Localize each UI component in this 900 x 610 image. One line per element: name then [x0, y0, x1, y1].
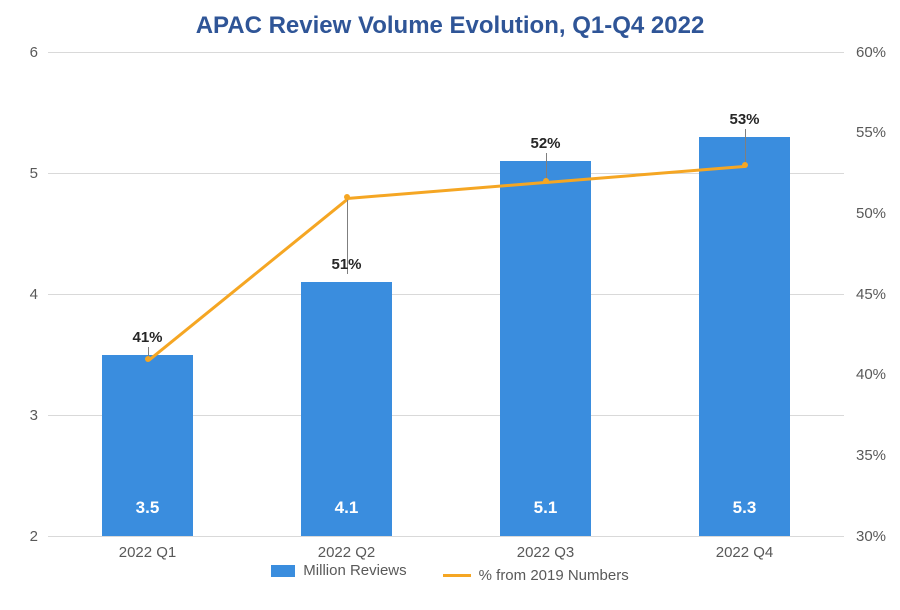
- legend-swatch-line-icon: [443, 574, 471, 577]
- bar-value-label: 4.1: [301, 498, 393, 518]
- legend-item-line: % from 2019 Numbers: [443, 567, 629, 584]
- bar-value-label: 5.1: [500, 498, 592, 518]
- line-value-label: 51%: [331, 256, 361, 273]
- y-right-tick-label: 35%: [856, 447, 886, 464]
- legend-swatch-bar-icon: [271, 565, 295, 577]
- legend-label: Million Reviews: [303, 562, 406, 579]
- legend-label: % from 2019 Numbers: [479, 567, 629, 584]
- y-right-tick-label: 55%: [856, 124, 886, 141]
- y-right-tick-label: 40%: [856, 366, 886, 383]
- y-right-tick-label: 60%: [856, 44, 886, 61]
- chart-title: APAC Review Volume Evolution, Q1-Q4 2022: [0, 12, 900, 40]
- line-value-label: 52%: [530, 135, 560, 152]
- y-left-tick-label: 3: [2, 407, 38, 424]
- x-tick-label: 2022 Q4: [716, 544, 774, 561]
- y-left-tick-label: 4: [2, 286, 38, 303]
- line-value-label: 53%: [729, 111, 759, 128]
- line-marker: [543, 178, 549, 184]
- bar: 4.1: [301, 282, 393, 536]
- bar: 5.1: [500, 161, 592, 536]
- grid-line: [48, 52, 844, 53]
- chart-legend: Million Reviews % from 2019 Numbers: [0, 562, 900, 584]
- y-right-tick-label: 50%: [856, 205, 886, 222]
- legend-item-bars: Million Reviews: [271, 562, 406, 579]
- line-marker: [145, 356, 151, 362]
- y-left-tick-label: 6: [2, 44, 38, 61]
- x-tick-label: 2022 Q1: [119, 544, 177, 561]
- y-right-tick-label: 45%: [856, 286, 886, 303]
- bar-value-label: 5.3: [699, 498, 791, 518]
- x-tick-label: 2022 Q3: [517, 544, 575, 561]
- line-marker: [344, 194, 350, 200]
- line-label-leader: [546, 153, 547, 181]
- bar: 5.3: [699, 137, 791, 536]
- chart-plot-area: 2345630%35%40%45%50%55%60%3.54.15.15.320…: [48, 52, 844, 536]
- chart-container: APAC Review Volume Evolution, Q1-Q4 2022…: [0, 0, 900, 610]
- bar-value-label: 3.5: [102, 498, 194, 518]
- y-right-tick-label: 30%: [856, 528, 886, 545]
- y-left-tick-label: 2: [2, 528, 38, 545]
- line-label-leader: [745, 129, 746, 165]
- x-tick-label: 2022 Q2: [318, 544, 376, 561]
- bar: 3.5: [102, 355, 194, 537]
- y-left-tick-label: 5: [2, 165, 38, 182]
- line-value-label: 41%: [132, 329, 162, 346]
- line-marker: [742, 162, 748, 168]
- grid-line: [48, 536, 844, 537]
